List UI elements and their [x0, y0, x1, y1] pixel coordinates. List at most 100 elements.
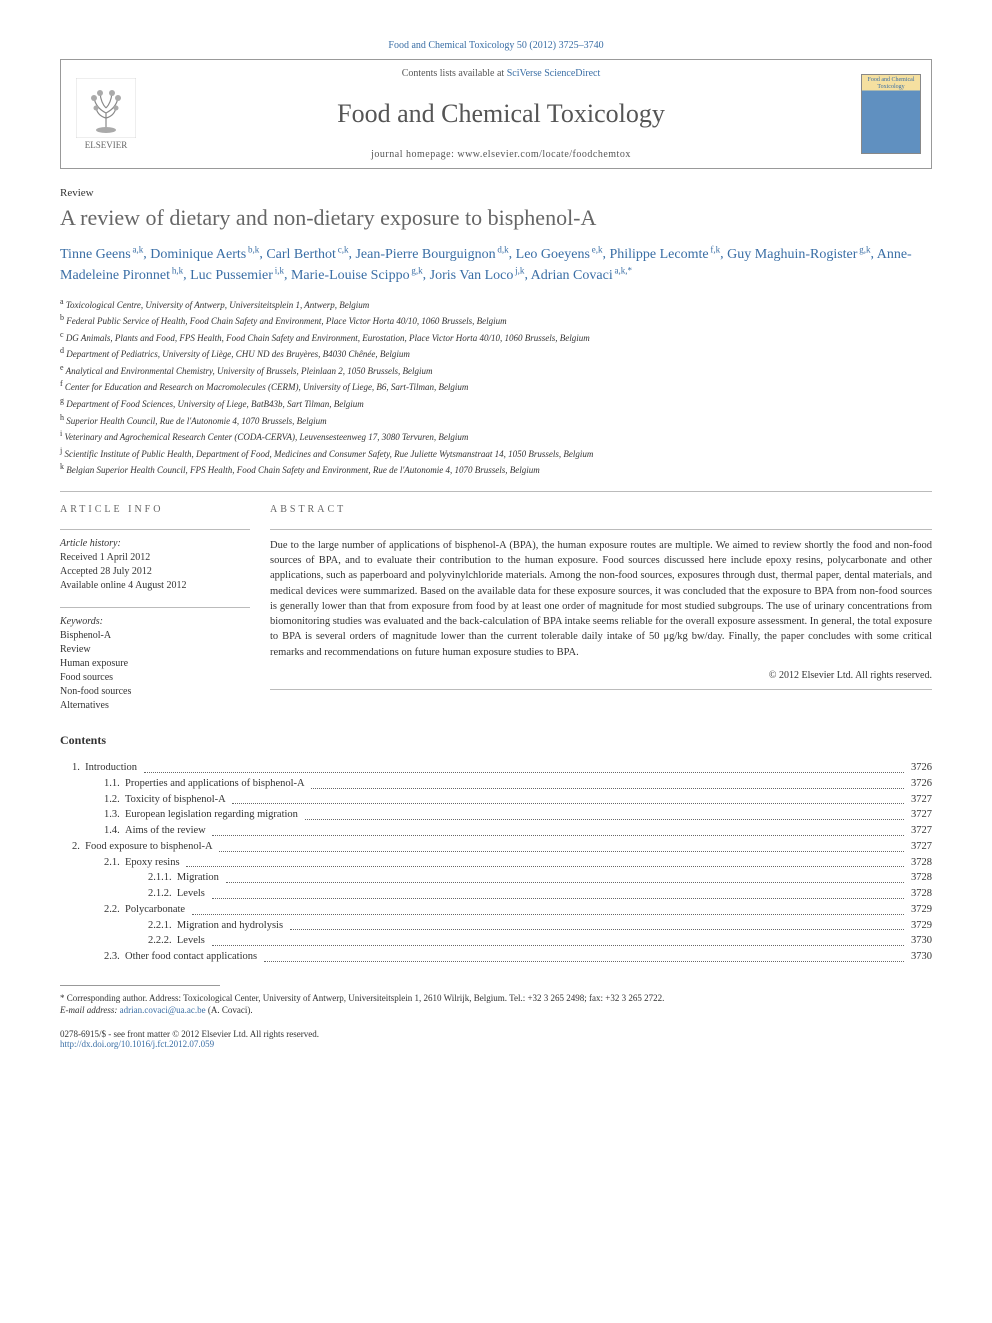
toc-leader-dots	[305, 807, 905, 820]
sciencedirect-link[interactable]: SciVerse ScienceDirect	[507, 68, 601, 79]
homepage-line: journal homepage: www.elsevier.com/locat…	[151, 149, 851, 160]
author: Joris Van Loco j,k	[430, 268, 525, 283]
toc-entry[interactable]: 1.3. European legislation regarding migr…	[60, 807, 932, 823]
toc-leader-dots	[212, 823, 904, 836]
article-info-column: ARTICLE INFO Article history: Received 1…	[60, 504, 270, 713]
article-type: Review	[60, 187, 932, 199]
keyword: Non-food sources	[60, 685, 250, 699]
doi-link[interactable]: http://dx.doi.org/10.1016/j.fct.2012.07.…	[60, 1039, 214, 1049]
keyword: Review	[60, 643, 250, 657]
toc-entry[interactable]: 2. Food exposure to bisphenol-A 3727	[60, 839, 932, 855]
toc-page: 3728	[908, 855, 932, 871]
toc-label: Polycarbonate	[125, 902, 188, 918]
toc-leader-dots	[212, 933, 905, 946]
toc-entry[interactable]: 2.2.2. Levels 3730	[60, 933, 932, 949]
header-center: Contents lists available at SciVerse Sci…	[151, 60, 851, 168]
keywords-header: Keywords:	[60, 607, 250, 627]
contents-available-line: Contents lists available at SciVerse Sci…	[151, 68, 851, 79]
toc-leader-dots	[186, 855, 904, 868]
affiliation: e Analytical and Environmental Chemistry…	[60, 362, 932, 378]
toc-entry[interactable]: 2.1.2. Levels 3728	[60, 886, 932, 902]
author: Dominique Aerts b,k	[150, 247, 259, 262]
abstract-column: ABSTRACT Due to the large number of appl…	[270, 504, 932, 713]
publisher-logo-block: ELSEVIER	[61, 60, 151, 168]
copyright-line: © 2012 Elsevier Ltd. All rights reserved…	[270, 670, 932, 690]
affiliation: f Center for Education and Research on M…	[60, 378, 932, 394]
toc-number: 2.2.1.	[148, 918, 177, 934]
toc-page: 3729	[908, 918, 932, 934]
abstract-text: Due to the large number of applications …	[270, 529, 932, 660]
toc-entry[interactable]: 2.3. Other food contact applications 373…	[60, 949, 932, 965]
toc-leader-dots	[192, 902, 905, 915]
journal-name: Food and Chemical Toxicology	[151, 99, 851, 129]
author: Jean-Pierre Bourguignon d,k	[355, 247, 508, 262]
affiliation: i Veterinary and Agrochemical Research C…	[60, 428, 932, 444]
toc-entry[interactable]: 1.4. Aims of the review 3727	[60, 823, 932, 839]
affiliation: d Department of Pediatrics, University o…	[60, 345, 932, 361]
toc-page: 3729	[908, 902, 932, 918]
contents-prefix: Contents lists available at	[402, 68, 507, 79]
email-link[interactable]: adrian.covaci@ua.ac.be	[120, 1005, 206, 1015]
toc-label: Migration and hydrolysis	[177, 918, 286, 934]
toc-number: 2.1.	[104, 855, 125, 871]
toc-label: Aims of the review	[125, 823, 208, 839]
email-line: E-mail address: adrian.covaci@ua.ac.be (…	[60, 1004, 932, 1017]
toc-page: 3727	[908, 807, 932, 823]
toc-label: Epoxy resins	[125, 855, 182, 871]
toc-page: 3726	[908, 776, 932, 792]
toc-number: 1.4.	[104, 823, 125, 839]
issn-line: 0278-6915/$ - see front matter © 2012 El…	[60, 1029, 932, 1039]
author: Luc Pussemier i,k	[190, 268, 284, 283]
toc-entry[interactable]: 1.1. Properties and applications of bisp…	[60, 776, 932, 792]
author: Leo Goeyens e,k	[516, 247, 603, 262]
affiliation: b Federal Public Service of Health, Food…	[60, 312, 932, 328]
toc-label: Other food contact applications	[125, 949, 260, 965]
email-who: (A. Covaci).	[208, 1005, 253, 1015]
toc-label: Levels	[177, 933, 208, 949]
history-item: Available online 4 August 2012	[60, 579, 250, 593]
toc-entry[interactable]: 1. Introduction 3726	[60, 760, 932, 776]
toc-entry[interactable]: 2.1. Epoxy resins 3728	[60, 855, 932, 871]
corresponding-author-note: * Corresponding author. Address: Toxicol…	[60, 992, 932, 1005]
author: Guy Maghuin-Rogister g,k	[727, 247, 870, 262]
toc-page: 3730	[908, 933, 932, 949]
history-item: Accepted 28 July 2012	[60, 565, 250, 579]
toc-label: European legislation regarding migration	[125, 807, 301, 823]
toc-number: 2.	[72, 839, 85, 855]
toc-number: 2.2.	[104, 902, 125, 918]
citation-line: Food and Chemical Toxicology 50 (2012) 3…	[60, 40, 932, 51]
elsevier-tree-icon	[76, 78, 136, 138]
toc-label: Toxicity of bisphenol-A	[125, 792, 228, 808]
toc-entry[interactable]: 1.2. Toxicity of bisphenol-A 3727	[60, 792, 932, 808]
toc-entry[interactable]: 2.2. Polycarbonate 3729	[60, 902, 932, 918]
toc-number: 2.1.2.	[148, 886, 177, 902]
keyword: Food sources	[60, 671, 250, 685]
author: Marie-Louise Scippo g,k	[291, 268, 423, 283]
toc-label: Food exposure to bisphenol-A	[85, 839, 215, 855]
toc-label: Properties and applications of bisphenol…	[125, 776, 307, 792]
toc-number: 2.1.1.	[148, 870, 177, 886]
toc-number: 2.3.	[104, 949, 125, 965]
toc-page: 3728	[908, 870, 932, 886]
affiliation: h Superior Health Council, Rue de l'Auto…	[60, 412, 932, 428]
toc-leader-dots	[144, 760, 905, 773]
toc-leader-dots	[290, 918, 905, 931]
affiliation: k Belgian Superior Health Council, FPS H…	[60, 461, 932, 477]
publisher-name: ELSEVIER	[85, 140, 128, 150]
toc-number: 1.2.	[104, 792, 125, 808]
history-item: Received 1 April 2012	[60, 551, 250, 565]
toc-entry[interactable]: 2.2.1. Migration and hydrolysis 3729	[60, 918, 932, 934]
toc-label: Levels	[177, 886, 208, 902]
toc-label: Introduction	[85, 760, 140, 776]
article-info-header: ARTICLE INFO	[60, 504, 250, 515]
author: Philippe Lecomte f,k	[609, 247, 720, 262]
toc-leader-dots	[264, 949, 905, 962]
journal-cover-block: Food and Chemical Toxicology	[851, 60, 931, 168]
affiliation: a Toxicological Centre, University of An…	[60, 296, 932, 312]
toc-leader-dots	[232, 792, 904, 805]
toc-entry[interactable]: 2.1.1. Migration 3728	[60, 870, 932, 886]
authors-list: Tinne Geens a,k, Dominique Aerts b,k, Ca…	[60, 243, 932, 286]
toc-page: 3730	[908, 949, 932, 965]
toc-number: 1.	[72, 760, 85, 776]
contents-heading: Contents	[60, 733, 932, 748]
